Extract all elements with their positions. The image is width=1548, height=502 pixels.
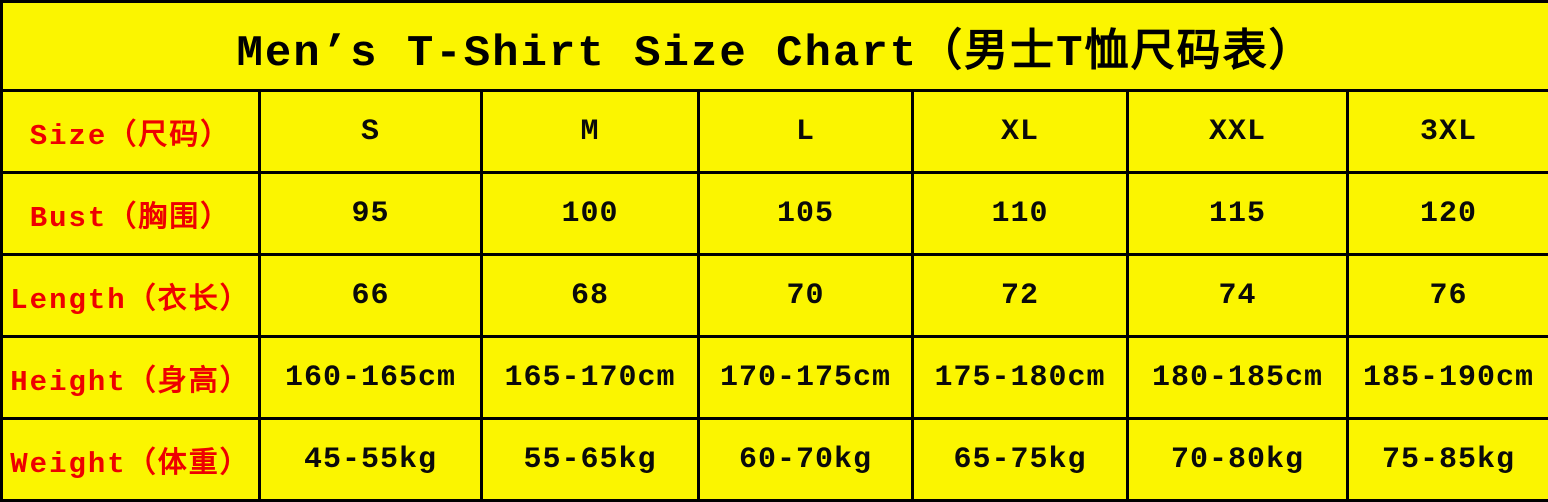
cell-height-s: 160-165cm [260,337,482,419]
cell-size-xxl: XXL [1128,91,1348,173]
cell-bust-l: 105 [699,173,913,255]
cell-weight-xl: 65-75kg [913,419,1128,501]
row-label-height: Height（身高） [2,337,260,419]
cell-bust-xl: 110 [913,173,1128,255]
cell-size-l: L [699,91,913,173]
cell-length-3xl: 76 [1348,255,1548,337]
cell-height-m: 165-170cm [482,337,699,419]
table-row-bust: Bust（胸围） 95 100 105 110 115 120 [2,173,1548,255]
table-row-length: Length（衣长） 66 68 70 72 74 76 [2,255,1548,337]
cell-length-xl: 72 [913,255,1128,337]
title-row: Men’s T-Shirt Size Chart（男士T恤尺码表） [2,2,1548,91]
table-row-weight: Weight（体重） 45-55kg 55-65kg 60-70kg 65-75… [2,419,1548,501]
cell-size-s: S [260,91,482,173]
cell-weight-m: 55-65kg [482,419,699,501]
cell-length-l: 70 [699,255,913,337]
cell-bust-s: 95 [260,173,482,255]
cell-bust-xxl: 115 [1128,173,1348,255]
table-row-height: Height（身高） 160-165cm 165-170cm 170-175cm… [2,337,1548,419]
cell-weight-xxl: 70-80kg [1128,419,1348,501]
cell-height-xxl: 180-185cm [1128,337,1348,419]
cell-size-m: M [482,91,699,173]
cell-height-xl: 175-180cm [913,337,1128,419]
cell-weight-l: 60-70kg [699,419,913,501]
row-label-weight: Weight（体重） [2,419,260,501]
cell-height-3xl: 185-190cm [1348,337,1548,419]
cell-bust-3xl: 120 [1348,173,1548,255]
cell-size-3xl: 3XL [1348,91,1548,173]
cell-size-xl: XL [913,91,1128,173]
cell-height-l: 170-175cm [699,337,913,419]
cell-length-m: 68 [482,255,699,337]
row-label-size: Size（尺码） [2,91,260,173]
cell-weight-s: 45-55kg [260,419,482,501]
cell-length-xxl: 74 [1128,255,1348,337]
chart-title: Men’s T-Shirt Size Chart（男士T恤尺码表） [2,2,1548,91]
table-row-size: Size（尺码） S M L XL XXL 3XL [2,91,1548,173]
cell-weight-3xl: 75-85kg [1348,419,1548,501]
cell-length-s: 66 [260,255,482,337]
cell-bust-m: 100 [482,173,699,255]
row-label-length: Length（衣长） [2,255,260,337]
row-label-bust: Bust（胸围） [2,173,260,255]
